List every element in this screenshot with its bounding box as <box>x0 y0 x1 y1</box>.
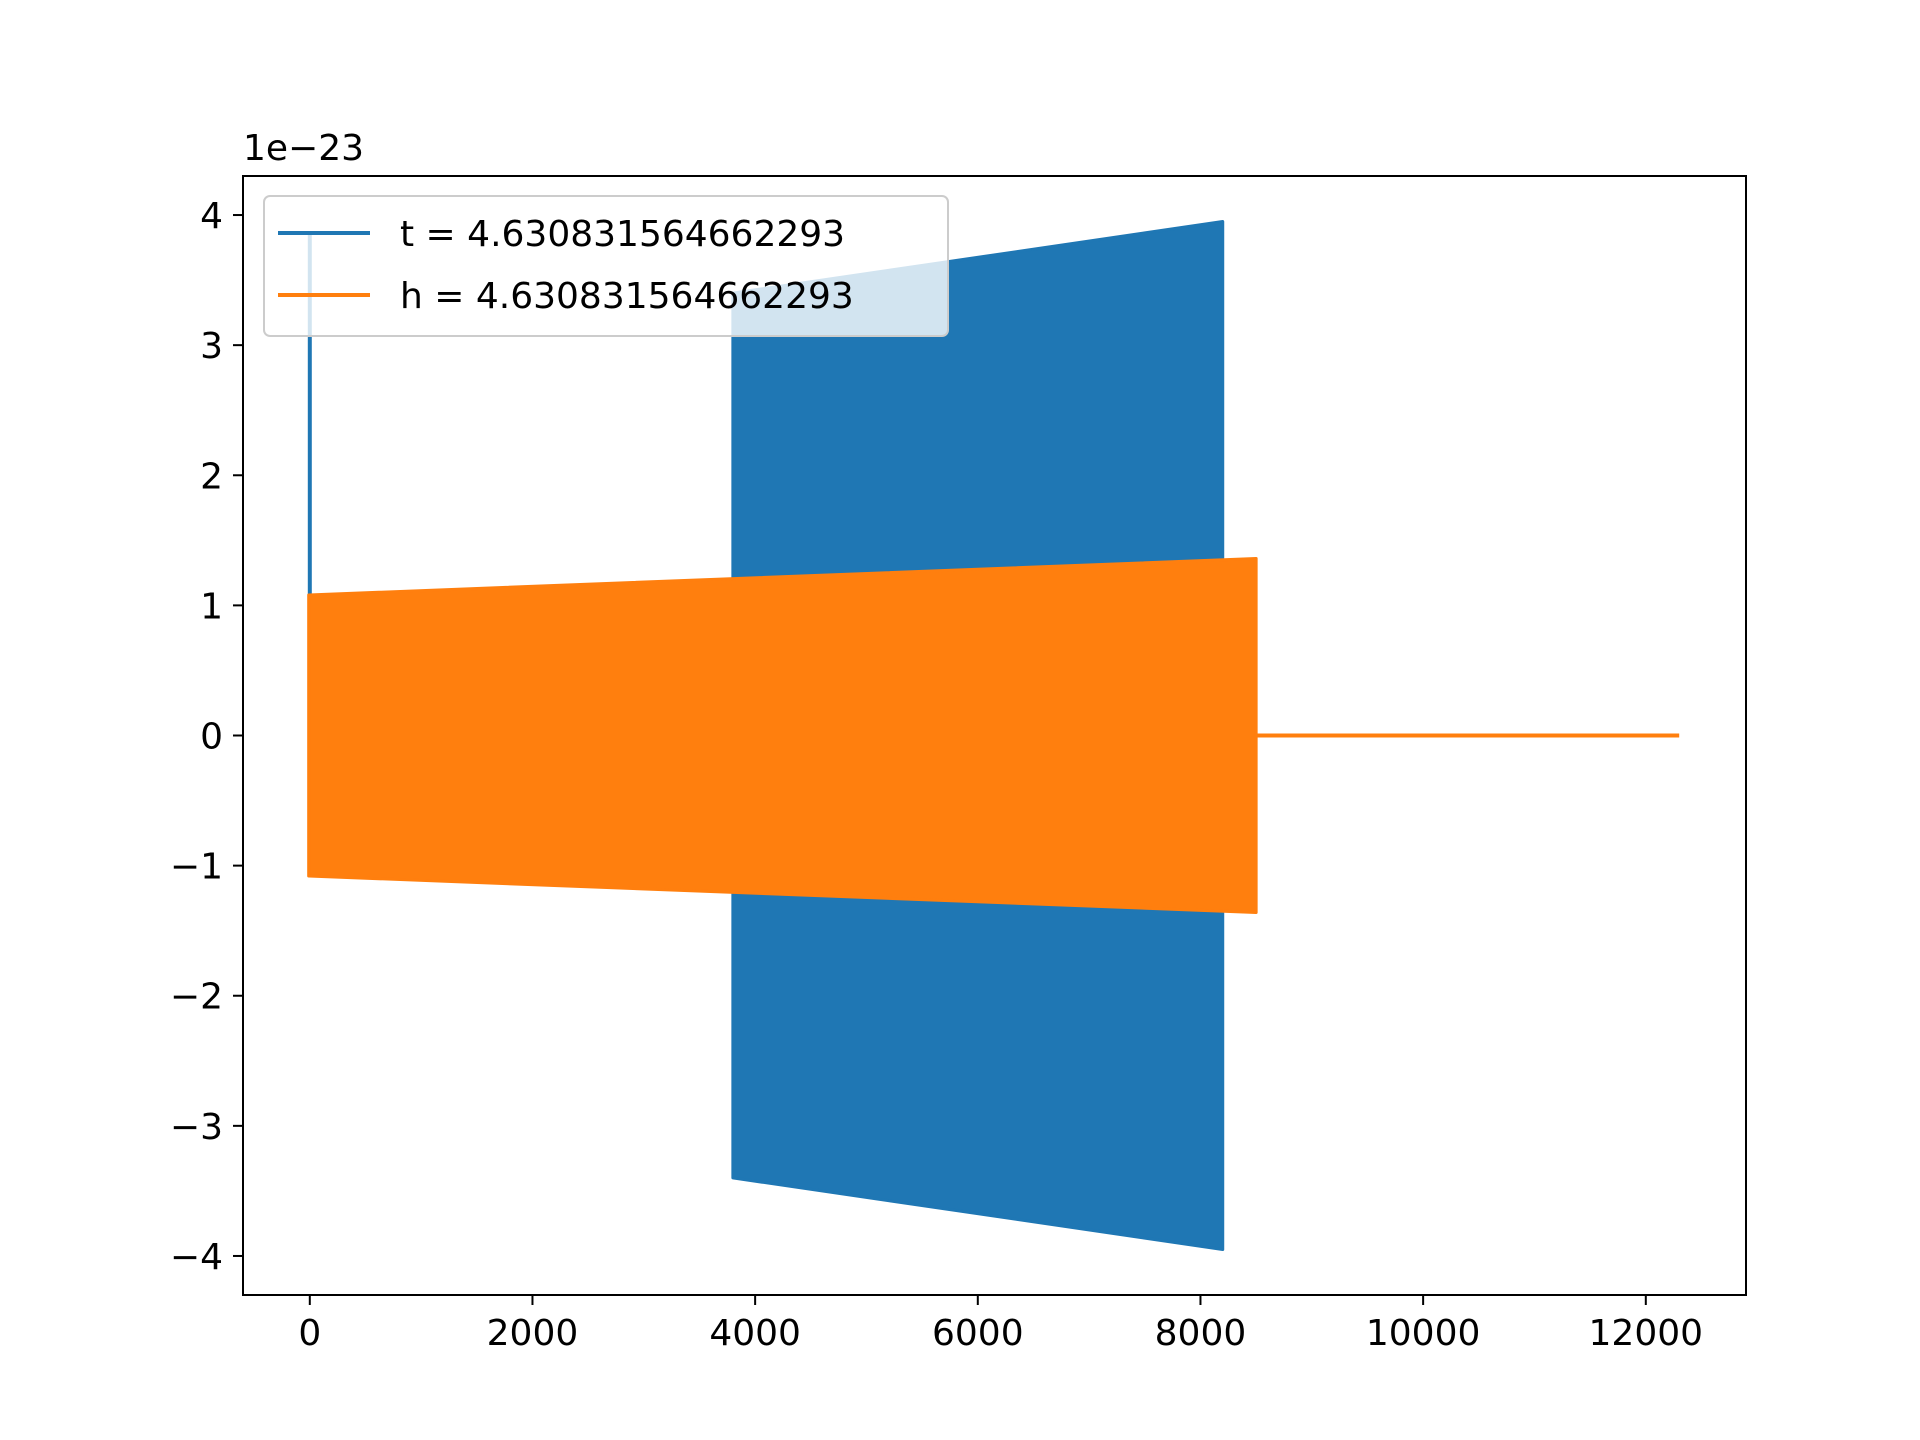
x-tick-label: 10000 <box>1366 1313 1481 1354</box>
x-tick-label: 4000 <box>709 1313 801 1354</box>
y-tick-label: −4 <box>170 1237 223 1278</box>
x-tick-label: 0 <box>298 1313 321 1354</box>
series-1 <box>307 557 1680 914</box>
y-tick-label: 0 <box>200 717 223 758</box>
series-layer <box>307 220 1680 1251</box>
y-tick-label: −1 <box>170 847 223 888</box>
y-tick-label: 4 <box>200 196 223 237</box>
y-tick-label: 3 <box>200 326 223 367</box>
y-tick-label: 2 <box>200 456 223 497</box>
legend-label-0: t = 4.630831564662293 <box>400 214 845 255</box>
y-tick-label: 1 <box>200 586 223 627</box>
y-offset-label: 1e−23 <box>243 128 364 169</box>
legend: t = 4.630831564662293 h = 4.6308315646622… <box>263 195 949 337</box>
x-tick-label: 6000 <box>932 1313 1024 1354</box>
x-tick-label: 12000 <box>1589 1313 1704 1354</box>
series-1-oscillation-band <box>307 557 1258 914</box>
x-axis: 0 2000 4000 6000 8000 10000 12000 <box>298 1295 1703 1354</box>
x-tick-label: 8000 <box>1155 1313 1247 1354</box>
x-tick-label: 2000 <box>487 1313 579 1354</box>
y-tick-label: −3 <box>170 1107 223 1148</box>
y-tick-label: −2 <box>170 977 223 1018</box>
legend-label-1: h = 4.630831564662293 <box>400 276 854 317</box>
legend-box <box>263 195 949 337</box>
y-axis: −4 −3 −2 −1 0 1 2 3 4 <box>170 196 243 1278</box>
